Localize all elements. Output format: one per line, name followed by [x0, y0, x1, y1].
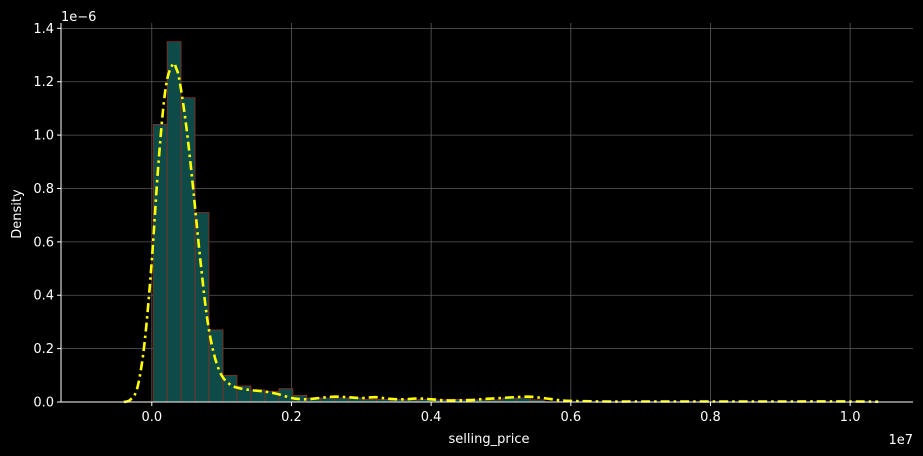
histogram-bar [152, 124, 168, 403]
x-tick-label: 0.6 [560, 410, 581, 425]
histogram-bar [320, 397, 336, 403]
x-tick-label: 0.8 [700, 410, 721, 425]
y-tick-label: 0.4 [33, 289, 54, 304]
histogram-bar [334, 397, 350, 403]
kde-curve [123, 62, 879, 404]
tick-labels: 0.0 0.2 0.4 0.6 0.8 1.0 0.0 0.2 0.4 0.6 0.8 1.0 1.2 1… [33, 22, 860, 425]
x-tick-label: 1.0 [840, 410, 861, 425]
histogram-bar [166, 41, 182, 403]
histogram-bar [515, 397, 531, 403]
y-tick-label: 0.2 [33, 342, 54, 357]
y-tick-label: 0.0 [33, 396, 54, 411]
y-offset-text: 1e−6 [61, 10, 96, 25]
x-tick-label: 0.4 [421, 410, 442, 425]
x-offset-text: 1e7 [888, 433, 913, 448]
axes [60, 23, 913, 403]
y-tick-label: 1.0 [33, 129, 54, 144]
y-tick-label: 1.2 [33, 75, 54, 90]
x-axis-label: selling_price [449, 432, 530, 447]
y-axis-label: Density [10, 189, 25, 239]
kde-line [123, 62, 879, 404]
y-tick-label: 0.6 [33, 235, 54, 250]
x-tick-label: 0.2 [281, 410, 302, 425]
y-tick-label: 1.4 [33, 22, 54, 37]
x-tick-label: 0.0 [141, 410, 162, 425]
y-tick-label: 0.8 [33, 182, 54, 197]
